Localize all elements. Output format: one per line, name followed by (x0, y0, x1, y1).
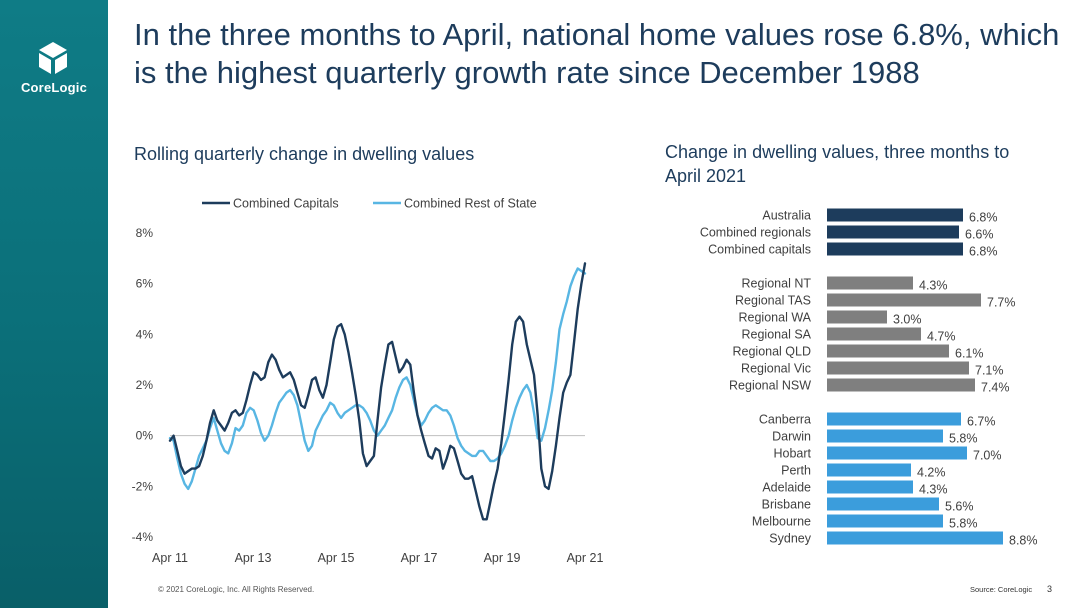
source-text: Source: CoreLogic (970, 585, 1033, 594)
bar (827, 208, 963, 222)
bar (827, 446, 967, 460)
bar-value-label: 7.4% (981, 381, 1010, 395)
bar-category-label: Perth (781, 464, 811, 478)
bar-category-label: Darwin (772, 430, 811, 444)
bar (827, 361, 969, 375)
bar-value-label: 6.8% (969, 245, 998, 259)
bar-value-label: 7.1% (975, 364, 1004, 378)
logo-text: CoreLogic (20, 80, 88, 95)
bar-category-label: Regional NSW (729, 379, 811, 393)
bar-value-label: 4.7% (927, 330, 956, 344)
bar-category-label: Brisbane (762, 498, 811, 512)
y-tick-label: -4% (132, 530, 154, 544)
x-tick-label: Apr 15 (318, 551, 355, 565)
line-chart-title: Rolling quarterly change in dwelling val… (134, 144, 475, 164)
series-line-combined-capitals (168, 262, 587, 521)
bar (827, 242, 963, 256)
bar (827, 531, 1003, 545)
bar (827, 480, 913, 494)
bar (827, 276, 913, 290)
y-tick-label: 8% (136, 226, 154, 240)
bar (827, 225, 959, 239)
bar (827, 463, 911, 477)
bar-value-label: 5.6% (945, 500, 974, 514)
bar-value-label: 6.6% (965, 228, 994, 242)
bar-value-label: 8.8% (1009, 534, 1038, 548)
page-title: In the three months to April, national h… (134, 17, 1060, 90)
bar-value-label: 3.0% (893, 313, 922, 327)
bar (827, 429, 943, 443)
bar (827, 378, 975, 392)
legend-label: Combined Capitals (233, 197, 339, 211)
bar-category-label: Melbourne (752, 515, 811, 529)
x-tick-label: Apr 21 (567, 551, 604, 565)
y-tick-label: 4% (136, 327, 154, 341)
bar (827, 310, 887, 324)
bar-value-label: 5.8% (949, 432, 978, 446)
bar-value-label: 6.1% (955, 347, 984, 361)
bar (827, 497, 939, 511)
bar-chart-title: Change in dwelling values, three months … (665, 142, 1010, 186)
page-number: 3 (1047, 584, 1053, 594)
bar-value-label: 4.2% (917, 466, 946, 480)
corelogic-logo-icon (39, 42, 67, 74)
y-tick-label: 6% (136, 277, 154, 291)
bar-category-label: Regional Vic (741, 362, 811, 376)
x-tick-label: Apr 17 (401, 551, 438, 565)
bar-category-label: Regional NT (742, 277, 812, 291)
bar (827, 514, 943, 528)
bar-category-label: Combined capitals (708, 243, 811, 257)
bar-value-label: 4.3% (919, 279, 948, 293)
bar-category-label: Sydney (769, 532, 811, 546)
bar (827, 344, 949, 358)
bar (827, 412, 961, 426)
bar-value-label: 6.7% (967, 415, 996, 429)
series-line-combined-rest-of-state (168, 267, 587, 491)
bar-category-label: Hobart (773, 447, 811, 461)
bar-category-label: Regional TAS (735, 294, 811, 308)
bar-value-label: 7.7% (987, 296, 1016, 310)
bar-value-label: 7.0% (973, 449, 1002, 463)
y-tick-label: 0% (136, 429, 154, 443)
bar-category-label: Regional SA (742, 328, 812, 342)
bar-category-label: Adelaide (762, 481, 811, 495)
bar-value-label: 6.8% (969, 211, 998, 225)
legend-label: Combined Rest of State (404, 197, 537, 211)
x-tick-label: Apr 19 (484, 551, 521, 565)
bar-value-label: 4.3% (919, 483, 948, 497)
bar-category-label: Regional QLD (732, 345, 811, 359)
bar-chart: Australia 6.8% Combined regionals 6.6% Combi… (700, 208, 1038, 548)
bar-category-label: Regional WA (739, 311, 812, 325)
bar (827, 293, 981, 307)
bar-category-label: Combined regionals (700, 226, 811, 240)
x-tick-label: Apr 13 (235, 551, 272, 565)
line-chart: -4% -2% 0% 2% 4% 6% 8% Apr 11 Apr 13 Apr 15 Apr 17… (132, 197, 604, 566)
y-tick-label: 2% (136, 378, 154, 392)
bar (827, 327, 921, 341)
x-tick-label: Apr 11 (152, 551, 188, 565)
y-tick-label: -2% (132, 479, 154, 493)
bar-value-label: 5.8% (949, 517, 978, 531)
bar-category-label: Australia (762, 209, 811, 223)
bar-category-label: Canberra (759, 413, 811, 427)
copyright-text: © 2021 CoreLogic, Inc. All Rights Reserv… (158, 585, 315, 594)
sidebar: CoreLogic (0, 0, 108, 608)
